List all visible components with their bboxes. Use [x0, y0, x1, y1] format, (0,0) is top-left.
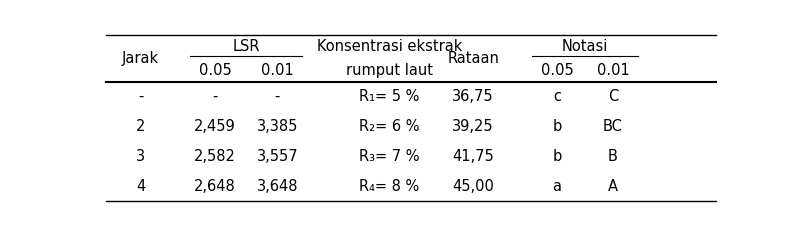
Text: 3: 3: [136, 149, 145, 164]
Text: BC: BC: [603, 119, 623, 134]
Text: 0.05: 0.05: [541, 63, 573, 78]
Text: R₃= 7 %: R₃= 7 %: [359, 149, 419, 164]
Text: 0.01: 0.01: [597, 63, 630, 78]
Text: 0.05: 0.05: [199, 63, 232, 78]
Text: 36,75: 36,75: [452, 89, 494, 104]
Text: 3,557: 3,557: [257, 149, 298, 164]
Text: 4: 4: [136, 179, 145, 194]
Text: 2,582: 2,582: [194, 149, 236, 164]
Text: A: A: [608, 179, 618, 194]
Text: Konsentrasi ekstrak: Konsentrasi ekstrak: [317, 39, 462, 54]
Text: 3,648: 3,648: [257, 179, 298, 194]
Text: c: c: [553, 89, 561, 104]
Text: 39,25: 39,25: [452, 119, 494, 134]
Text: R₄= 8 %: R₄= 8 %: [359, 179, 419, 194]
Text: R₁= 5 %: R₁= 5 %: [359, 89, 419, 104]
Text: -: -: [213, 89, 218, 104]
Text: 0.01: 0.01: [261, 63, 294, 78]
Text: rumput laut: rumput laut: [346, 63, 433, 78]
Text: b: b: [553, 119, 561, 134]
Text: C: C: [608, 89, 618, 104]
Text: B: B: [608, 149, 618, 164]
Text: R₂= 6 %: R₂= 6 %: [359, 119, 419, 134]
Text: Rataan: Rataan: [448, 51, 499, 66]
Text: LSR: LSR: [233, 39, 260, 54]
Text: 3,385: 3,385: [257, 119, 298, 134]
Text: -: -: [275, 89, 280, 104]
Text: a: a: [553, 179, 561, 194]
Text: Notasi: Notasi: [562, 39, 608, 54]
Text: 2,648: 2,648: [194, 179, 236, 194]
Text: 2: 2: [136, 119, 145, 134]
Text: Jarak: Jarak: [122, 51, 160, 66]
Text: 41,75: 41,75: [452, 149, 494, 164]
Text: b: b: [553, 149, 561, 164]
Text: 2,459: 2,459: [194, 119, 236, 134]
Text: 45,00: 45,00: [452, 179, 494, 194]
Text: -: -: [138, 89, 144, 104]
